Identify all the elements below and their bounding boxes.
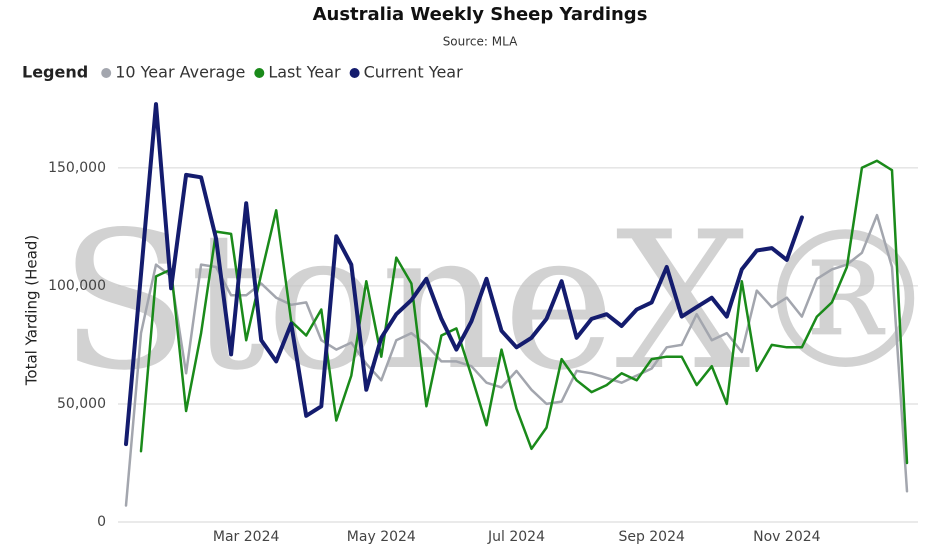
x-tick-label: Mar 2024 — [213, 529, 280, 545]
x-tick-label: Nov 2024 — [753, 529, 820, 545]
series-line — [139, 159, 909, 465]
x-tick-label: Jul 2024 — [487, 529, 545, 545]
legend-marker — [349, 68, 360, 78]
y-tick-label: 50,000 — [57, 396, 106, 412]
x-tick-label: May 2024 — [347, 529, 416, 545]
legend-marker — [101, 68, 112, 78]
y-tick-label: 150,000 — [48, 160, 106, 176]
y-axis-label: Total Yarding (Head) — [23, 235, 41, 386]
legend-label: 10 Year Average — [115, 63, 245, 82]
y-tick-label: 100,000 — [48, 278, 106, 294]
x-tick-label: Sep 2024 — [618, 529, 685, 545]
chart-subtitle: Source: MLA — [443, 35, 518, 49]
series-line — [124, 102, 804, 447]
chart-title: Australia Weekly Sheep Yardings — [313, 4, 648, 25]
y-tick-label: 0 — [97, 514, 106, 530]
legend-marker — [254, 68, 265, 78]
legend-label: Current Year — [364, 63, 463, 82]
legend-label: Last Year — [268, 63, 341, 82]
legend-title: Legend — [22, 63, 88, 82]
